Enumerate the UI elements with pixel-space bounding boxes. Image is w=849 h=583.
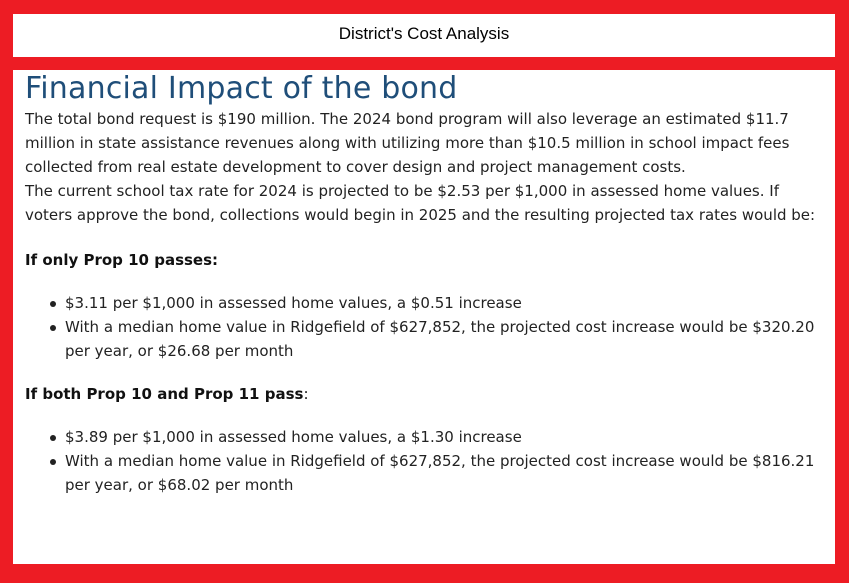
prop10-prop11-bullet-list: $3.89 per $1,000 in assessed home values… (25, 425, 825, 497)
list-item: $3.89 per $1,000 in assessed home values… (50, 425, 825, 449)
bullet-icon (50, 459, 56, 465)
bond-request-paragraph: The total bond request is $190 million. … (25, 110, 790, 176)
list-item-text: With a median home value in Ridgefield o… (65, 318, 815, 360)
list-item-text: $3.89 per $1,000 in assessed home values… (65, 428, 522, 446)
list-item: $3.11 per $1,000 in assessed home values… (50, 291, 825, 315)
bullet-icon (50, 301, 56, 307)
bullet-icon (50, 435, 56, 441)
content-body: Financial Impact of the bond The total b… (13, 70, 835, 497)
prop10-heading: If only Prop 10 passes: (25, 248, 825, 272)
prop10-prop11-heading: If both Prop 10 and Prop 11 pass: (25, 382, 825, 406)
list-item-text: With a median home value in Ridgefield o… (65, 452, 815, 494)
page-title: Financial Impact of the bond (25, 71, 458, 106)
prop10-prop11-heading-text: If both Prop 10 and Prop 11 pass (25, 385, 304, 403)
prop10-bullet-list: $3.11 per $1,000 in assessed home values… (25, 291, 825, 363)
header-panel: District's Cost Analysis (13, 14, 835, 57)
tax-rate-paragraph: The current school tax rate for 2024 is … (25, 182, 816, 224)
list-item: With a median home value in Ridgefield o… (50, 315, 825, 363)
prop10-heading-text: If only Prop 10 passes: (25, 251, 219, 269)
header-title: District's Cost Analysis (338, 23, 510, 43)
list-item: With a median home value in Ridgefield o… (50, 449, 825, 497)
list-item-text: $3.11 per $1,000 in assessed home values… (65, 294, 522, 312)
content-panel: Financial Impact of the bond The total b… (13, 70, 835, 564)
heading-colon: : (303, 385, 309, 403)
bullet-icon (50, 325, 56, 331)
